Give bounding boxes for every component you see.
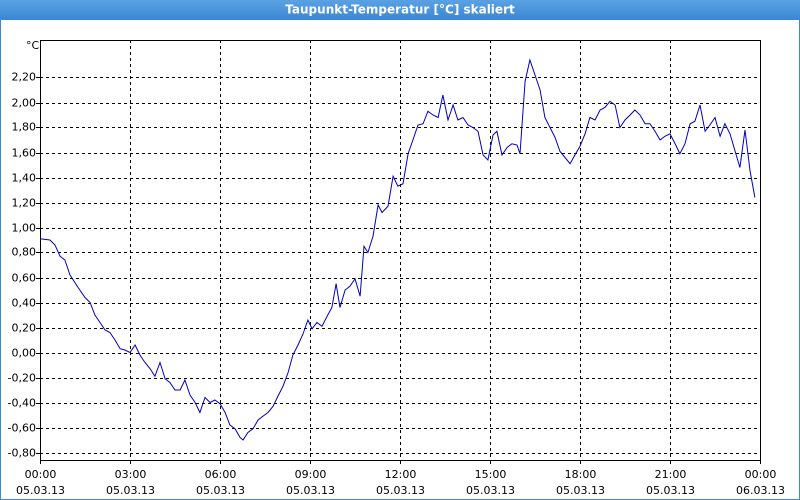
x-tick-label: 05.03.13 — [466, 484, 515, 497]
y-tick-label: -0,40 — [8, 397, 36, 410]
y-tick-label: 0,40 — [12, 297, 37, 310]
x-tick-label: 05.03.13 — [286, 484, 335, 497]
y-tick-label: 0,20 — [12, 322, 37, 335]
y-tick-label: 1,40 — [12, 172, 37, 185]
y-axis-unit: °C — [26, 39, 40, 52]
x-tick-label: 03:00 — [115, 468, 147, 481]
x-tick-label: 12:00 — [385, 468, 417, 481]
y-tick-label: 2,20 — [12, 71, 37, 84]
y-tick-label: 1,60 — [12, 147, 37, 160]
x-tick-label: 15:00 — [475, 468, 507, 481]
y-tick-label: 0,80 — [12, 246, 37, 259]
x-tick-label: 09:00 — [295, 468, 327, 481]
x-tick-label: 05.03.13 — [646, 484, 695, 497]
y-tick-label: 2,00 — [12, 97, 37, 110]
title-bar — [0, 0, 800, 20]
x-tick-label: 00:00 — [25, 468, 57, 481]
plot-frame — [40, 40, 761, 461]
x-tick-label: 18:00 — [565, 468, 597, 481]
x-tick-label: 05.03.13 — [556, 484, 605, 497]
y-tick-label: 1,00 — [12, 222, 37, 235]
x-tick-label: 05.03.13 — [196, 484, 245, 497]
y-tick-label: 0,60 — [12, 272, 37, 285]
y-tick-label: -0,20 — [8, 372, 36, 385]
x-tick-label: 21:00 — [655, 468, 687, 481]
x-tick-label: 05.03.13 — [106, 484, 155, 497]
plot-area: -0,80 -0,60 -0,40 -0,20 0,00 0,20 0,40 0,60 0,80… — [8, 40, 785, 497]
data-line — [39, 58, 756, 441]
y-tick-label: 1,20 — [12, 197, 37, 210]
x-tick-label: 06.03.13 — [736, 484, 785, 497]
y-tick-label: -0,80 — [8, 447, 36, 460]
x-tick-label: 00:00 — [745, 468, 777, 481]
chart-background — [1, 20, 799, 499]
y-tick-label: 1,80 — [12, 121, 37, 134]
chart-title: Taupunkt-Temperatur [°C] skaliert — [285, 3, 515, 17]
x-tick-label: 05.03.13 — [16, 484, 65, 497]
y-tick-label: -0,60 — [8, 422, 36, 435]
x-tick-label: 06:00 — [205, 468, 237, 481]
y-tick-label: 0,00 — [12, 347, 37, 360]
x-tick-label: 05.03.13 — [376, 484, 425, 497]
